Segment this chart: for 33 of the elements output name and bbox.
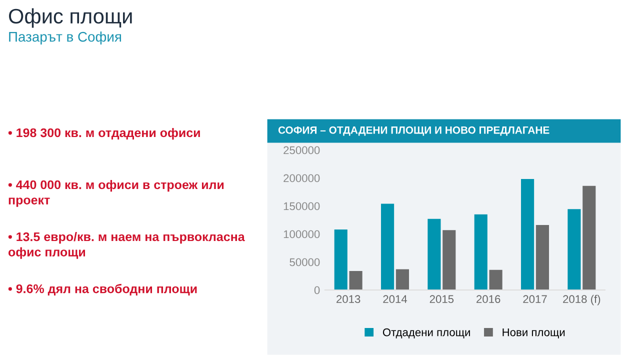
text: СОФИЯ – ОТДАДЕНИ ПЛОЩИ И НОВО ПРЕДЛАГАНЕ xyxy=(278,126,550,136)
x-tick-label: 2016 xyxy=(476,295,500,304)
legend-label: Отдадени площи xyxy=(382,328,470,338)
text: Пазарът в София xyxy=(9,32,122,44)
bar xyxy=(396,269,409,290)
x-tick-label: 2015 xyxy=(430,295,454,304)
legend-label: Нови площи xyxy=(502,328,565,338)
bar xyxy=(381,204,394,290)
y-tick-label: 0 xyxy=(314,286,320,294)
text: • 198 300 кв. м отдадени офиси xyxy=(8,128,200,140)
bar xyxy=(349,270,362,290)
bar xyxy=(442,230,456,290)
bar xyxy=(489,270,502,290)
bar xyxy=(536,225,549,290)
text: • 13.5 евро/кв. м наем на първокласна офис площи xyxy=(8,232,245,259)
y-tick-label: 200000 xyxy=(284,174,320,182)
y-tick-label: 50000 xyxy=(290,258,320,266)
x-tick-label: 2017 xyxy=(523,295,547,304)
text: Офис площи xyxy=(8,8,132,28)
y-tick-label: 100000 xyxy=(284,230,320,238)
bar xyxy=(334,230,348,290)
bar xyxy=(428,218,441,290)
x-tick-label: 2013 xyxy=(336,295,360,304)
text: • 9.6% дял на свободни площи xyxy=(8,284,197,296)
x-tick-label: 2018 (f) xyxy=(563,294,600,306)
x-tick-label: 2014 xyxy=(383,295,408,304)
text: • 440 000 кв. м офиси в строеж или проект xyxy=(8,180,224,207)
bar xyxy=(568,209,581,290)
bar xyxy=(582,186,596,290)
y-tick-label: 250000 xyxy=(284,146,320,154)
bar xyxy=(474,214,488,290)
bar xyxy=(521,178,534,290)
y-tick-label: 150000 xyxy=(284,202,320,210)
